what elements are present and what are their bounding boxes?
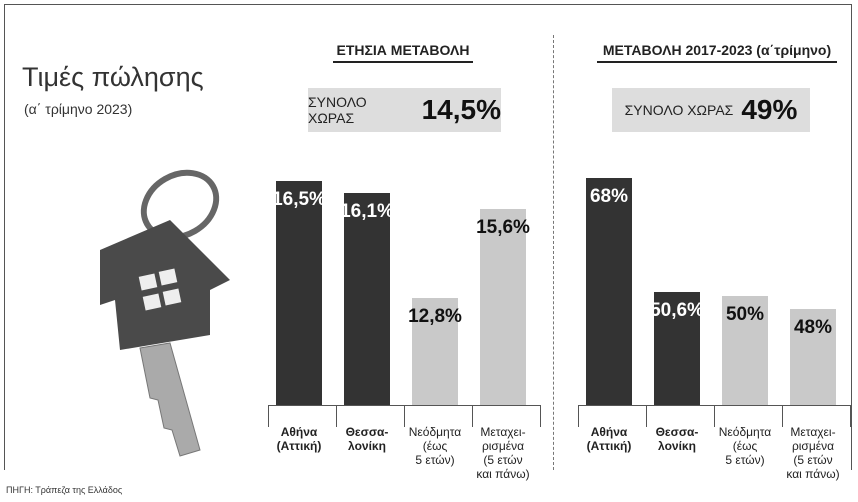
total-box: ΣΥΝΟΛΟ ΧΩΡΑΣ 49% bbox=[612, 88, 810, 132]
separator bbox=[268, 405, 269, 427]
bar bbox=[654, 292, 700, 405]
frame bbox=[4, 4, 852, 470]
bar bbox=[276, 180, 322, 405]
category-label: Νεόδμητα (έως 5 ετών) bbox=[408, 425, 462, 467]
source: ΠΗΓΗ: Τράπεζα της Ελλάδος bbox=[6, 485, 123, 495]
total-box: ΣΥΝΟΛΟ ΧΩΡΑΣ 14,5% bbox=[308, 88, 501, 132]
bar bbox=[344, 193, 390, 405]
separator bbox=[714, 405, 715, 427]
separator bbox=[578, 405, 579, 427]
bar bbox=[412, 297, 458, 405]
separator bbox=[336, 405, 337, 427]
bar bbox=[586, 178, 632, 405]
title: Τιμές πώλησης bbox=[22, 62, 204, 92]
total-value: 14,5% bbox=[421, 94, 501, 125]
chart-title: ΜΕΤΑΒΟΛΗ 2017-2023 (α΄τρίμηνο) bbox=[597, 42, 837, 63]
value-label: 12,8% bbox=[408, 305, 462, 327]
bar bbox=[790, 309, 836, 405]
divider bbox=[553, 35, 554, 470]
category-label: Θεσσα- λονίκη bbox=[655, 425, 699, 453]
category-label: Αθήνα (Αττική) bbox=[276, 425, 322, 453]
category-label: Μεταχει- ρισμένα (5 ετών και πάνω) bbox=[476, 425, 530, 481]
separator bbox=[540, 405, 541, 427]
value-label: 15,6% bbox=[476, 217, 530, 239]
value-label: 50% bbox=[725, 304, 765, 326]
total-text: ΣΥΝΟΛΟ ΧΩΡΑΣ bbox=[624, 102, 734, 118]
value-label: 16,1% bbox=[340, 201, 394, 223]
value-label: 50,6% bbox=[650, 300, 704, 322]
value-label: 48% bbox=[793, 317, 833, 339]
total-value: 49% bbox=[741, 94, 798, 125]
separator bbox=[472, 405, 473, 427]
value-label: 16,5% bbox=[272, 188, 326, 210]
category-label: Νεόδμητα (έως 5 ετών) bbox=[718, 425, 772, 467]
value-label: 68% bbox=[589, 186, 629, 208]
separator bbox=[850, 405, 851, 427]
separator bbox=[646, 405, 647, 427]
subtitle: (α΄ τρίμηνο 2023) bbox=[24, 101, 133, 117]
bar bbox=[722, 296, 768, 405]
category-label: Μεταχει- ρισμένα (5 ετών και πάνω) bbox=[786, 425, 840, 481]
bar bbox=[480, 209, 526, 405]
key-illustration bbox=[100, 169, 230, 457]
total-text: ΣΥΝΟΛΟ ΧΩΡΑΣ bbox=[308, 94, 367, 126]
category-label: Αθήνα (Αττική) bbox=[586, 425, 632, 453]
separator bbox=[782, 405, 783, 427]
chart-title: ΕΤΗΣΙΑ ΜΕΤΑΒΟΛΗ bbox=[333, 42, 473, 63]
category-label: Θεσσα- λονίκη bbox=[345, 425, 389, 453]
separator bbox=[404, 405, 405, 427]
